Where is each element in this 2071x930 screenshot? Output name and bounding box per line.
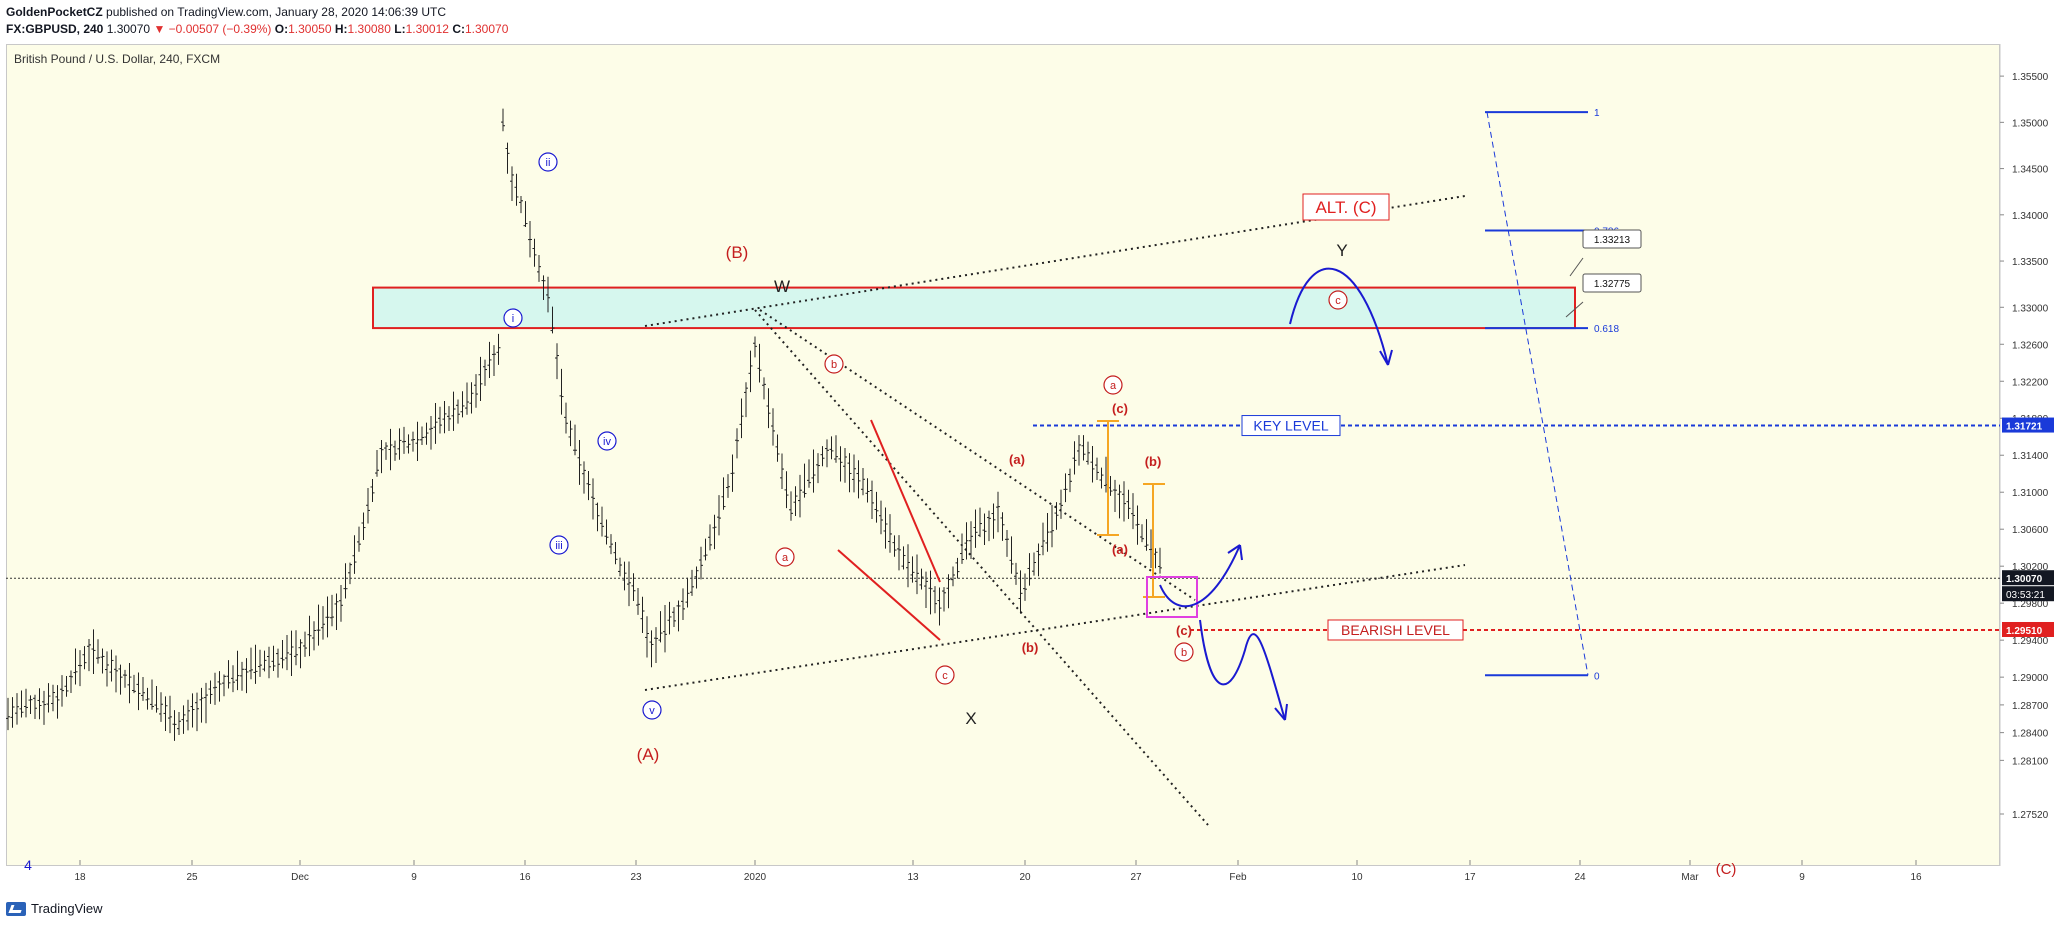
chart-title: British Pound / U.S. Dollar, 240, FXCM [14,52,221,66]
current-price-tag [2002,570,2054,586]
level-price-tag [2002,417,2054,433]
symbol-label: FX:GBPUSD, 240 [6,22,104,36]
y-tick-label: 1.35500 [2012,72,2049,83]
level-price-text: 1.31721 [2006,422,2043,433]
y-tick-label: 1.31000 [2012,488,2049,499]
y-tick-label: 1.34500 [2012,165,2049,176]
open-label: O: [274,22,289,36]
x-tick-label: 10 [1351,872,1363,883]
low-label: L: [394,22,406,36]
y-tick-label: 1.30200 [2012,562,2049,573]
y-tick-label: 1.30600 [2012,525,2049,536]
x-tick-label: 17 [1464,872,1476,883]
y-tick-label: 1.27520 [2012,810,2049,821]
x-tick-label: 25 [186,872,198,883]
y-tick-label: 1.32200 [2012,377,2049,388]
y-tick-label: 1.33500 [2012,257,2049,268]
down-arrow-icon: ▼ [153,22,166,36]
open-value: 1.30050 [288,22,332,36]
y-tick-label: 1.34000 [2012,211,2049,222]
x-tick-label: Feb [1229,872,1247,883]
change-value: −0.00507 (−0.39%) [168,22,272,36]
x-tick-label: 18 [74,872,86,883]
high-value: 1.30080 [347,22,391,36]
x-tick-label: 9 [411,872,417,883]
tradingview-footer[interactable]: TradingView [6,901,103,916]
current-price-text: 1.30070 [2006,574,2043,585]
y-tick-label: 1.29400 [2012,636,2049,647]
publish-header: GoldenPocketCZ published on TradingView.… [6,5,446,19]
level-price-tag [2002,621,2054,637]
x-tick-label: 27 [1130,872,1142,883]
y-tick-label: 1.29800 [2012,599,2049,610]
x-tick-label: Mar [1681,872,1699,883]
x-tick-label: 9 [1799,872,1805,883]
y-tick-label: 1.28100 [2012,756,2049,767]
x-tick-label: 16 [519,872,531,883]
last-price: 1.30070 [106,22,151,36]
x-tick-label: 13 [907,872,919,883]
y-tick-label: 1.32600 [2012,340,2049,351]
x-tick-label: 24 [1574,872,1586,883]
author-name[interactable]: GoldenPocketCZ [6,5,103,19]
y-tick-label: 1.29000 [2012,673,2049,684]
x-tick-label: 20 [1019,872,1031,883]
countdown-tag [2002,586,2054,602]
ohlc-header: FX:GBPUSD, 240 1.30070 ▼ −0.00507 (−0.39… [6,22,508,36]
x-tick-label: 23 [630,872,642,883]
y-tick-label: 1.31400 [2012,451,2049,462]
chart-plot-area[interactable] [6,44,2000,866]
y-tick-label: 1.28700 [2012,701,2049,712]
x-tick-label: 16 [1910,872,1922,883]
x-tick-label: Dec [291,872,309,883]
x-tick-label: 2020 [744,872,767,883]
level-price-text: 1.29510 [2006,626,2043,637]
y-tick-label: 1.28400 [2012,729,2049,740]
publish-info: published on TradingView.com, January 28… [106,5,447,19]
tradingview-logo-icon [6,901,26,916]
close-label: C: [452,22,465,36]
countdown-text: 03:53:21 [2006,590,2045,601]
brand-name: TradingView [31,901,103,916]
y-tick-label: 1.31800 [2012,414,2049,425]
low-value: 1.30012 [405,22,449,36]
high-label: H: [334,22,348,36]
close-value: 1.30070 [464,22,509,36]
y-tick-label: 1.33000 [2012,303,2049,314]
y-tick-label: 1.35000 [2012,118,2049,129]
